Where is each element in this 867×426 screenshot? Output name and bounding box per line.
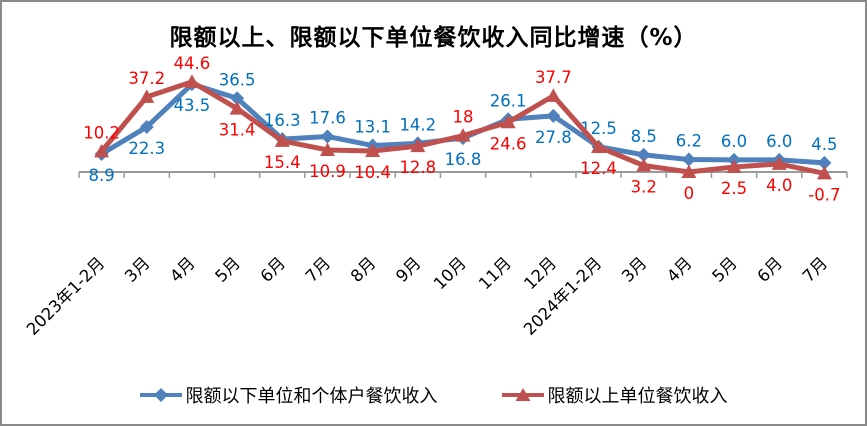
triangle-marker (365, 143, 381, 157)
triangle-marker (816, 165, 832, 180)
data-label: 44.6 (174, 54, 211, 73)
data-label: 10.9 (309, 162, 346, 181)
data-label: 13.1 (354, 118, 391, 137)
triangle-marker (636, 158, 652, 172)
data-label: 2.5 (721, 179, 747, 198)
legend-triangle-icon (501, 388, 544, 401)
data-label: 16.8 (445, 150, 482, 169)
triangle-marker (184, 74, 200, 88)
chart-legend: 限额以下单位和个体户餐饮收入 限额以上单位餐饮收入 (2, 382, 865, 408)
triangle-marker (455, 128, 471, 142)
triangle-marker (94, 143, 110, 158)
x-axis-label: 6月 (754, 253, 787, 286)
data-label: 37.7 (535, 68, 572, 87)
data-label: 18 (453, 108, 474, 127)
diamond-marker (320, 129, 335, 144)
x-axis-label: 3月 (618, 253, 651, 286)
data-label: 0 (684, 184, 695, 203)
x-axis-label: 5月 (211, 253, 244, 286)
triangle-marker (591, 139, 607, 153)
data-label: 36.5 (219, 70, 256, 89)
triangle-marker (274, 133, 290, 147)
x-axis-label: 2023年1-2月 (23, 253, 109, 339)
diamond-marker (230, 91, 245, 106)
x-axis-label: 9月 (392, 253, 425, 286)
data-label: -0.7 (808, 185, 840, 204)
triangle-marker (545, 88, 561, 102)
data-label: 26.1 (490, 91, 527, 110)
legend-item-0: 限额以下单位和个体户餐饮收入 (139, 382, 438, 408)
x-axis-label: 4月 (663, 253, 696, 286)
data-label: 12.4 (580, 159, 617, 178)
x-axis-label: 7月 (302, 253, 335, 286)
diamond-marker (546, 108, 561, 123)
data-label: 31.4 (219, 121, 256, 140)
data-label: 4.0 (766, 176, 792, 195)
legend-label-0: 限额以下单位和个体户餐饮收入 (185, 386, 438, 407)
x-axis-label: 7月 (799, 253, 832, 286)
data-label: 10.2 (83, 123, 120, 142)
data-label: 6.0 (721, 132, 747, 151)
triangle-marker (681, 164, 697, 178)
triangle-marker (500, 114, 516, 129)
data-label: 10.4 (354, 163, 391, 182)
legend-label-1: 限额以上单位餐饮收入 (547, 386, 728, 407)
data-label: 4.5 (811, 135, 837, 154)
x-axis-label: 11月 (475, 253, 515, 293)
data-label: 17.6 (309, 108, 346, 127)
x-axis-label: 6月 (257, 253, 290, 286)
legend-diamond-icon (139, 388, 182, 402)
data-label: 3.2 (631, 178, 657, 197)
triangle-marker (229, 101, 245, 115)
data-label: 6.2 (676, 131, 702, 150)
diamond-marker (681, 152, 696, 167)
data-label: 43.5 (174, 96, 211, 115)
data-label: 8.5 (631, 127, 657, 146)
triangle-marker (410, 138, 426, 153)
triangle-marker (726, 159, 742, 173)
triangle-marker (319, 142, 335, 156)
data-label: 27.8 (535, 128, 572, 147)
data-label: 6.0 (766, 132, 792, 151)
x-axis-label: 10月 (430, 253, 470, 293)
data-label: 22.3 (128, 139, 165, 158)
triangle-marker (771, 156, 787, 170)
diamond-marker (636, 147, 651, 162)
data-label: 12.8 (399, 158, 436, 177)
data-label: 15.4 (264, 153, 301, 172)
triangle-marker (139, 89, 155, 103)
legend-item-1: 限额以上单位餐饮收入 (501, 382, 728, 408)
x-axis-label: 3月 (121, 253, 154, 286)
chart-title: 限额以上、限额以下单位餐饮收入同比增速（%） (169, 25, 698, 51)
data-label: 24.6 (490, 134, 527, 153)
diamond-marker (817, 155, 832, 170)
data-label: 14.2 (399, 115, 436, 134)
x-axis-label: 4月 (166, 253, 199, 286)
x-axis-label: 8月 (347, 253, 380, 286)
data-label: 16.3 (264, 111, 301, 130)
data-label: 8.9 (88, 166, 114, 185)
data-label: 37.2 (128, 69, 165, 88)
x-axis-label: 12月 (520, 253, 560, 293)
x-axis-label: 5月 (708, 253, 741, 286)
diamond-marker (139, 119, 154, 134)
